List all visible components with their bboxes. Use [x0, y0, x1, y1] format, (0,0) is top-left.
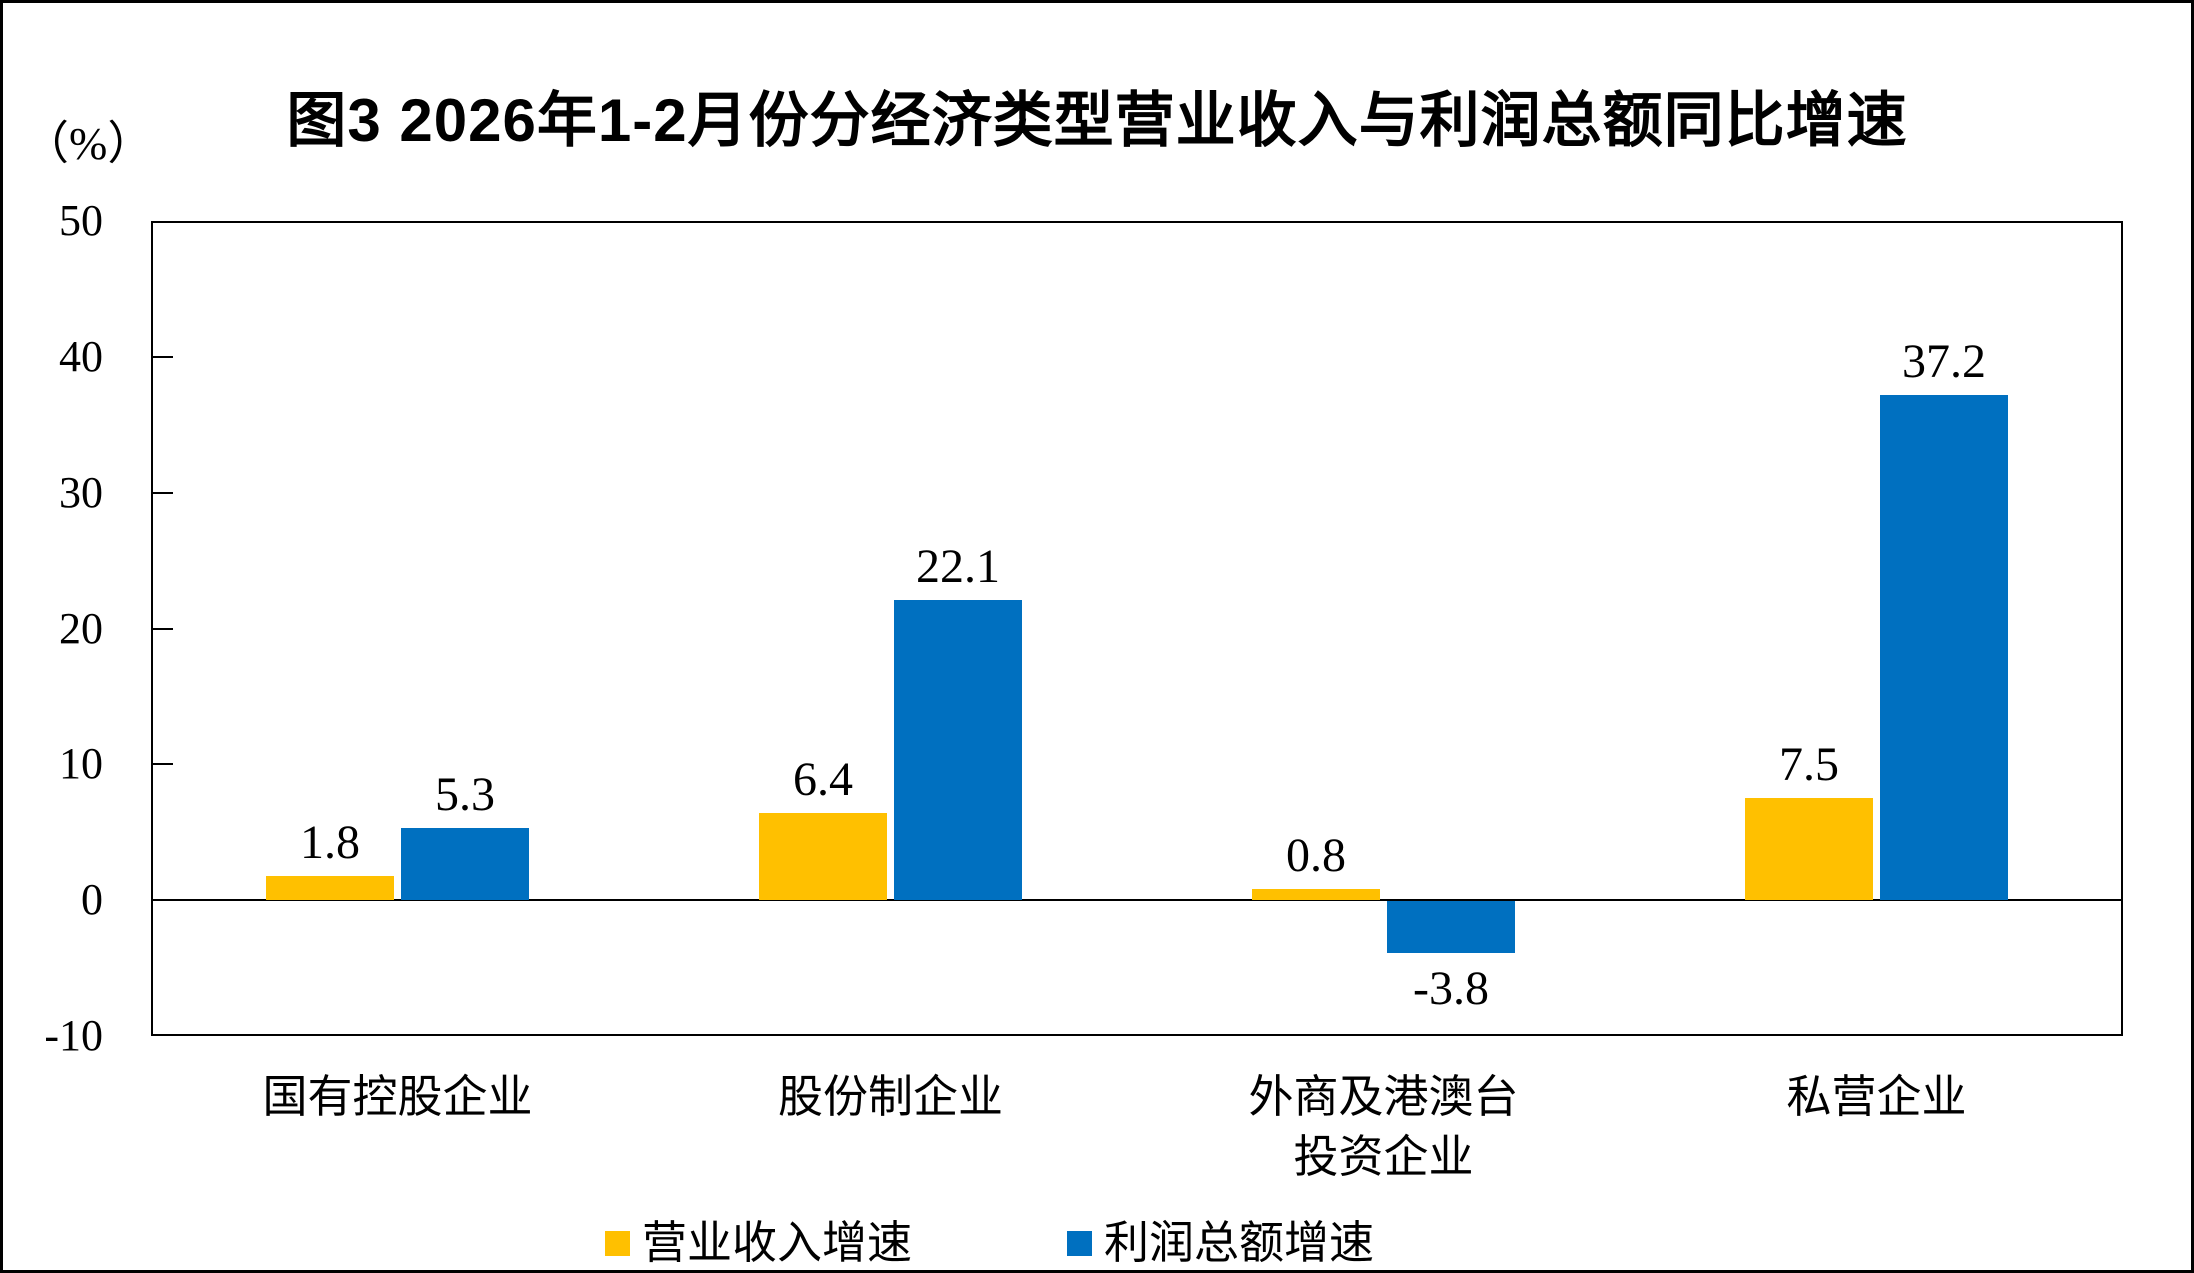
- x-axis-category-label: 私营企业: [1786, 1072, 1967, 1122]
- bar-利润总额增速-股份制企业: [894, 599, 1022, 901]
- legend-swatch-revenue: [605, 1230, 630, 1256]
- bar-value-label: 37.2: [1902, 334, 1986, 388]
- bar-value-label: 7.5: [1779, 738, 1839, 792]
- x-axis-category-label: 外商及港澳台 投资企业: [1248, 1072, 1519, 1182]
- y-axis-unit-label: （%）: [23, 118, 154, 169]
- legend-item-profit: 利润总额增速: [1067, 1217, 1374, 1269]
- y-axis-tick: [151, 491, 173, 494]
- chart-title: 图3 2026年1-2月份分经济类型营业收入与利润总额同比增速: [286, 87, 1908, 154]
- legend-label-revenue: 营业收入增速: [642, 1218, 913, 1268]
- y-axis-tick-label: -10: [44, 1011, 103, 1060]
- bar-营业收入增速-股份制企业: [759, 813, 887, 901]
- bar-value-label: 22.1: [916, 539, 1000, 593]
- y-axis-tick-label: 10: [59, 739, 103, 789]
- bar-利润总额增速-外商及港澳台: [1387, 901, 1515, 953]
- bar-value-label: 1.8: [300, 815, 360, 869]
- bar-营业收入增速-国有控股企业: [266, 875, 394, 901]
- x-axis-category-label: 国有控股企业: [262, 1072, 533, 1122]
- bar-value-label: 5.3: [435, 768, 495, 822]
- plot-border: [151, 221, 2123, 1036]
- bar-value-label: 0.8: [1286, 829, 1346, 883]
- x-axis-category-label: 股份制企业: [777, 1072, 1003, 1122]
- y-axis-tick-label: 40: [59, 331, 103, 381]
- legend-label-profit: 利润总额增速: [1104, 1218, 1375, 1268]
- y-axis-tick-label: 0: [81, 875, 103, 925]
- bar-value-label: 6.4: [793, 753, 853, 807]
- legend: 营业收入增速 利润总额增速: [605, 1217, 1374, 1269]
- bar-利润总额增速-国有控股企业: [401, 828, 529, 901]
- bar-利润总额增速-私营企业: [1880, 394, 2008, 901]
- y-axis-tick: [151, 355, 173, 358]
- bar-营业收入增速-私营企业: [1745, 798, 1873, 901]
- zero-gridline: [151, 899, 2123, 902]
- bar-营业收入增速-外商及港澳台: [1252, 889, 1380, 901]
- y-axis-tick: [151, 763, 173, 766]
- y-axis-tick: [151, 627, 173, 630]
- bar-value-label: -3.8: [1413, 961, 1489, 1015]
- legend-item-revenue: 营业收入增速: [605, 1217, 912, 1269]
- y-axis-tick-label: 50: [59, 196, 103, 245]
- legend-swatch-profit: [1067, 1230, 1093, 1256]
- y-axis-tick-label: 30: [59, 467, 103, 517]
- y-axis-tick-label: 20: [59, 603, 103, 653]
